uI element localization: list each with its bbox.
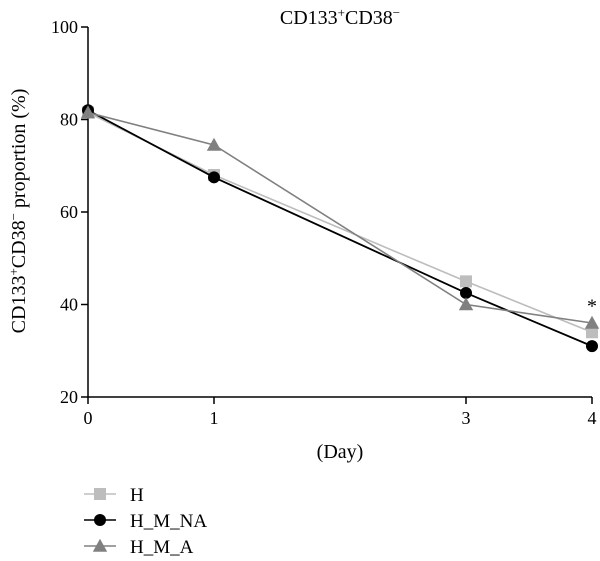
legend-marker	[92, 538, 108, 552]
data-point	[584, 315, 600, 329]
legend-item-h: H	[84, 485, 144, 506]
series-h	[82, 106, 598, 339]
data-point	[458, 297, 474, 311]
y-axis-title: CD133+CD38− proportion (%)	[6, 89, 31, 334]
data-point	[460, 286, 472, 299]
data-point	[206, 137, 222, 151]
chart-title: CD133+CD38−	[280, 5, 400, 30]
series-layer	[80, 104, 600, 353]
legend-item-h-m-na: H_M_NA	[84, 511, 207, 532]
series-line	[87, 111, 593, 324]
y-tick-label: 80	[60, 110, 78, 130]
legend: H H_M_NA H_M_A	[84, 485, 207, 558]
data-point	[460, 275, 472, 288]
y-tick-label: 20	[60, 387, 78, 407]
legend-label: H	[130, 485, 144, 506]
legend-label: H_M_NA	[130, 511, 207, 532]
data-point	[80, 105, 96, 119]
legend-marker	[94, 514, 106, 526]
y-tick-label: 40	[60, 295, 78, 315]
series-h-m-a	[80, 105, 600, 329]
legend-item-h-m-a: H_M_A	[84, 537, 194, 558]
x-tick-label: 0	[84, 408, 93, 428]
series-line	[87, 111, 593, 333]
significance-annotation: *	[587, 296, 597, 318]
axes: 20 40 60 80 100 0 1 3 4	[51, 17, 597, 428]
y-tick-label: 60	[60, 202, 78, 222]
data-point	[586, 326, 598, 339]
legend-marker	[94, 488, 106, 500]
x-tick-label: 4	[588, 408, 597, 428]
legend-label: H_M_A	[130, 537, 194, 558]
series-line	[87, 109, 593, 347]
x-tick-label: 1	[210, 408, 219, 428]
x-tick-label: 3	[462, 408, 471, 428]
x-axis-title: (Day)	[317, 441, 364, 463]
data-point	[208, 171, 220, 184]
data-point	[586, 340, 598, 353]
y-tick-label: 100	[51, 17, 78, 37]
